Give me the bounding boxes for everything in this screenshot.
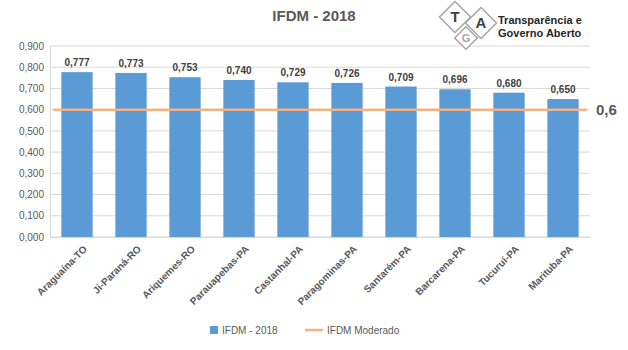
y-axis: 0,000 0,100 0,200 0,300 0,400 0,500 0,600 0,700…	[19, 41, 51, 243]
legend-swatch	[210, 326, 218, 334]
y-tick-label: 0,200	[19, 189, 44, 200]
data-label: 0,740	[226, 65, 251, 76]
grid-line	[50, 109, 590, 110]
legend-swatch	[305, 329, 323, 332]
title: IFDM - 2018	[272, 7, 355, 24]
legend: IFDM - 2018 IFDM Moderado	[210, 325, 400, 336]
y-tick-label: 0,100	[19, 210, 44, 221]
x-tick: Parauapebas-PA	[188, 237, 251, 307]
plot: 0,000 0,100 0,200 0,300 0,400 0,500 0,600 0,700…	[19, 41, 617, 308]
reference-line	[53, 108, 586, 111]
logo-text: Governo Aberto	[498, 27, 582, 39]
x-tick: Santarém-PA	[361, 237, 413, 295]
x-tick: Ariquemes-RO	[140, 237, 197, 301]
data-label: 0,680	[496, 78, 521, 89]
bar	[493, 93, 524, 237]
y-tick: 0,500	[19, 126, 50, 137]
data-label: 0,709	[388, 72, 413, 83]
data-label: 0,696	[442, 74, 467, 85]
y-tick-label: 0,700	[19, 83, 44, 94]
bars	[61, 72, 578, 237]
x-tick: Barcarena-PA	[413, 237, 467, 297]
logo-text: Transparência e	[498, 14, 582, 26]
data-label: 0,726	[334, 68, 359, 79]
x-tick: Araguaína-TO	[35, 237, 90, 298]
y-tick-label: 0,400	[19, 147, 44, 158]
y-tick-label: 0,300	[19, 168, 44, 179]
data-label: 0,650	[550, 84, 575, 95]
legend-label: IFDM - 2018	[222, 325, 278, 336]
y-tick: 0,200	[19, 189, 50, 200]
y-tick-label: 0,800	[19, 62, 44, 73]
data-label: 0,753	[172, 62, 197, 73]
bar	[169, 77, 200, 237]
x-tick: Tucuruí-PA	[476, 237, 521, 288]
logo: TGA Transparência eGoverno Aberto	[439, 1, 581, 49]
x-tick-label: Tucuruí-PA	[476, 243, 521, 288]
y-tick-label: 0,600	[19, 104, 44, 115]
y-tick: 0,000	[19, 232, 50, 243]
y-tick: 0,100	[19, 210, 50, 221]
x-tick-label: Ariquemes-RO	[140, 243, 197, 300]
logo-letter: A	[476, 14, 487, 31]
data-labels: 0,777 0,773 0,753 0,740 0,729 0,726 0,709 0,696…	[64, 57, 575, 95]
logo-box	[465, 7, 496, 38]
grid-line	[50, 46, 590, 47]
y-tick: 0,900	[19, 41, 50, 52]
data-label: 0,773	[118, 58, 143, 69]
x-tick: Paragominas-PA	[295, 237, 359, 307]
reference-label: 0,6	[596, 101, 617, 118]
data-label: 0,777	[64, 57, 89, 68]
y-tick: 0,300	[19, 168, 50, 179]
y-tick-label: 0,000	[19, 232, 44, 243]
grid	[50, 46, 590, 237]
y-tick: 0,800	[19, 62, 50, 73]
x-tick: Ji-Paraná-RO	[91, 237, 144, 296]
x-tick-label: Castanhal-PA	[252, 243, 305, 296]
logo-letter: T	[450, 8, 459, 25]
x-tick-label: Santarém-PA	[361, 243, 413, 295]
data-label: 0,729	[280, 67, 305, 78]
x-tick: Marituba-PA	[526, 237, 575, 292]
bar	[547, 99, 578, 237]
y-tick-label: 0,500	[19, 126, 44, 137]
x-tick-label: Ji-Paraná-RO	[91, 243, 144, 296]
x-axis: Araguaína-TOJi-Paraná-ROAriquemes-ROPara…	[35, 237, 591, 307]
bar	[61, 72, 92, 237]
y-tick: 0,600	[19, 104, 50, 115]
legend-label: IFDM Moderado	[327, 325, 400, 336]
y-tick: 0,400	[19, 147, 50, 158]
bar	[223, 80, 254, 237]
x-tick: Castanhal-PA	[252, 237, 305, 297]
bar	[115, 73, 146, 237]
bar	[277, 82, 308, 237]
y-axis-line	[50, 47, 51, 238]
x-tick-label: Parauapebas-PA	[188, 243, 251, 306]
x-tick-label: Marituba-PA	[526, 243, 575, 292]
x-tick-label: Barcarena-PA	[413, 243, 467, 297]
logo-letter: G	[462, 32, 471, 44]
bar	[331, 83, 362, 237]
x-axis-line	[51, 237, 591, 238]
x-tick-label: Araguaína-TO	[35, 243, 90, 298]
bar	[439, 89, 470, 237]
y-tick: 0,700	[19, 83, 50, 94]
reference	[53, 109, 586, 110]
y-tick-label: 0,900	[19, 41, 44, 52]
x-tick-label: Paragominas-PA	[295, 243, 359, 307]
chart: IFDM - 2018 0,000 0,100 0,200 0,300 0,400 0,50…	[0, 0, 628, 350]
